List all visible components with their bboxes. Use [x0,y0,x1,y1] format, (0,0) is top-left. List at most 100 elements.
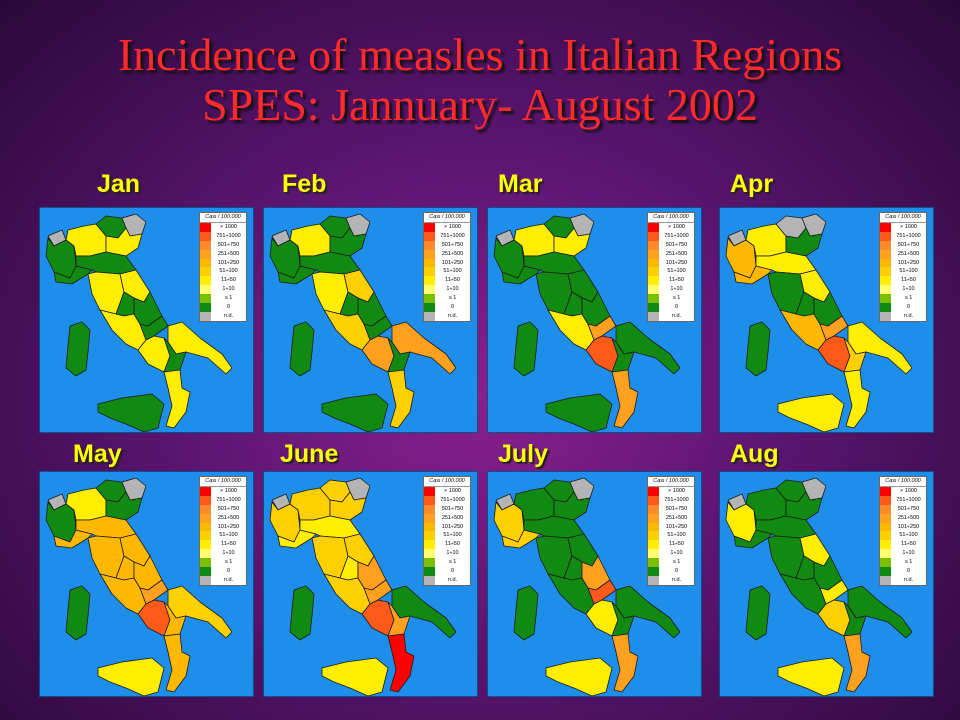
legend-swatch [648,549,659,559]
region-calabria [387,369,415,429]
legend-label: 11÷50 [901,277,916,284]
legend-label: 751÷1000 [896,232,921,239]
legend-row: 251÷500 [424,249,470,259]
legend-label: 751÷1000 [664,496,689,503]
legend-row: 501÷750 [424,240,470,250]
legend-swatch [424,240,435,250]
legend-label: 1÷10 [902,286,915,293]
legend-swatch [880,267,891,277]
legend-swatch [200,558,211,568]
map-panel-apr: Casi / 100.000 > 1000 751÷1000 501÷750 251÷5… [719,207,934,433]
legend-label: 101÷250 [217,259,240,266]
legend-row: 751÷1000 [424,495,470,505]
legend-title: Casi / 100.000 [880,213,926,223]
legend-swatch [880,249,891,259]
legend-row: 0 [200,567,246,576]
legend-label: 251÷500 [441,250,464,257]
legend-row: 11÷50 [648,276,694,286]
legend-label: ≤ 1 [448,295,457,302]
legend-row: 51÷100 [200,267,246,277]
month-label-mar: Mar [498,170,543,198]
legend-row: 0 [648,567,694,576]
legend-row: 101÷250 [200,258,246,268]
legend-swatch [880,294,891,304]
legend-row: 251÷500 [880,249,926,259]
legend-label: ≤ 1 [904,295,913,302]
region-sicily [97,657,165,696]
legend-row: 11÷50 [424,276,470,286]
map-panel-mar: Casi / 100.000 > 1000 751÷1000 501÷750 251÷5… [487,207,702,433]
legend-swatch [200,276,211,286]
legend-row: n.d. [880,311,926,321]
legend-row: > 1000 [648,487,694,496]
legend-label: 751÷1000 [440,496,465,503]
region-sardinia [65,321,91,377]
month-label-may: May [73,440,122,468]
legend-swatch [880,504,891,514]
legend-swatch [200,487,211,496]
legend-label: 1÷10 [670,286,683,293]
legend-label: 1÷10 [670,550,683,557]
legend-row: 51÷100 [880,267,926,277]
legend-label: 751÷1000 [216,496,241,503]
legend-row: 0 [200,303,246,312]
region-basilicata [611,337,635,373]
legend-swatch [200,540,211,550]
legend-row: 501÷750 [648,240,694,250]
legend-swatch [880,549,891,559]
legend-label: 751÷1000 [664,232,689,239]
region-liguria [53,265,93,285]
legend-swatch [424,575,435,585]
legend-row: 1÷10 [880,549,926,559]
legend-swatch [424,223,435,232]
region-calabria [387,633,415,693]
legend-label: 251÷500 [897,250,920,257]
legend-row: ≤ 1 [880,558,926,568]
legend-title: Casi / 100.000 [648,477,694,487]
legend-swatch [880,258,891,268]
legend-swatch [880,487,891,496]
legend-label: 51÷100 [443,532,462,539]
legend-label: > 1000 [668,488,685,494]
legend-swatch [200,495,211,505]
legend-swatch [424,558,435,568]
legend-label: 751÷1000 [440,232,465,239]
legend-label: 51÷100 [219,532,238,539]
legend-row: 11÷50 [424,540,470,550]
legend-row: 251÷500 [648,513,694,523]
legend-title: Casi / 100.000 [880,477,926,487]
region-sicily [97,393,165,432]
legend-row: > 1000 [880,487,926,496]
legend-row: 1÷10 [648,549,694,559]
region-calabria [843,369,871,429]
region-sicily [777,393,845,432]
map-panel-may: Casi / 100.000 > 1000 751÷1000 501÷750 251÷5… [39,471,254,697]
legend-swatch [424,522,435,532]
legend-swatch [424,495,435,505]
legend-label: > 1000 [900,488,917,494]
italy-map [269,213,457,432]
legend-label: 11÷50 [445,277,460,284]
legend-swatch [200,285,211,295]
region-calabria [611,633,639,693]
legend-swatch [424,258,435,268]
legend-label: n.d. [671,576,682,583]
legend-row: > 1000 [648,223,694,232]
legend-label: 1÷10 [222,550,235,557]
legend-swatch [880,303,891,312]
legend-label: ≤ 1 [448,559,457,566]
region-sicily [321,657,389,696]
legend-row: 751÷1000 [648,231,694,241]
legend-row: 501÷750 [424,504,470,514]
legend-swatch [648,567,659,576]
map-panel-july: Casi / 100.000 > 1000 751÷1000 501÷750 251÷5… [487,471,702,697]
legend-swatch [648,240,659,250]
region-calabria [163,633,191,693]
region-sicily [545,393,613,432]
legend-row: ≤ 1 [648,294,694,304]
legend-row: ≤ 1 [200,294,246,304]
legend-label: 11÷50 [669,277,684,284]
map-panel-feb: Casi / 100.000 > 1000 751÷1000 501÷750 251÷5… [263,207,478,433]
legend-label: 101÷250 [897,523,920,530]
region-sicily [545,657,613,696]
